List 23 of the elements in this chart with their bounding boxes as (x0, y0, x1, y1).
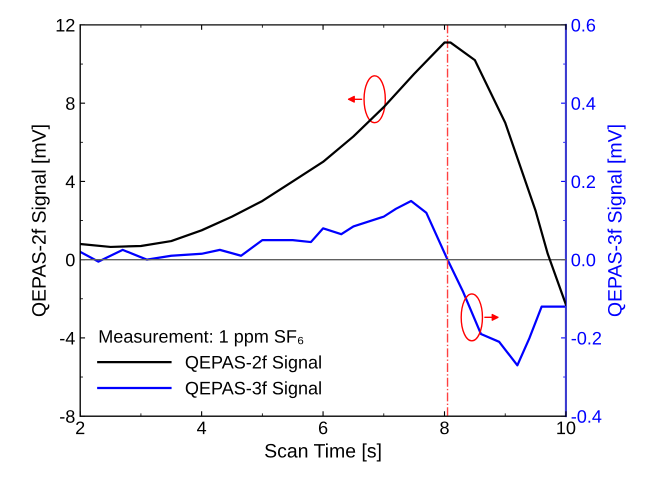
y-tick-label: -4 (60, 332, 75, 344)
y-axis-title: QEPAS-2f Signal [mV] (32, 125, 50, 316)
y2-tick-label: 0.6 (572, 18, 596, 32)
x-tick-label: 6 (318, 421, 328, 434)
y-tick-label: -8 (60, 410, 75, 423)
y2-tick-label: -0.4 (572, 410, 602, 423)
legend-label: QEPAS-3f Signal (186, 381, 321, 398)
x-tick-label: 2 (76, 421, 84, 434)
y-tick-label: 0 (66, 254, 75, 266)
y2-axis-title: QEPAS-3f Signal [mV] (607, 125, 626, 316)
x-axis-title: Scan Time [s] (265, 443, 381, 462)
y-tick-label: 12 (56, 18, 74, 32)
y-tick-label: 8 (66, 97, 75, 110)
y-tick-label: 4 (66, 176, 75, 188)
y2-tick-label: 0.2 (572, 175, 595, 188)
legend-label: QEPAS-2f Signal (186, 355, 321, 372)
x-tick-label: 8 (440, 421, 449, 434)
y2-tick-label: 0.0 (572, 254, 596, 266)
legend-title: Measurement: 1 ppm SF₆ (100, 330, 304, 346)
y2-tick-label: -0.2 (572, 332, 602, 345)
y2-tick-label: 0.4 (572, 97, 596, 110)
x-tick-label: 10 (557, 421, 576, 434)
x-tick-label: 4 (197, 422, 206, 434)
